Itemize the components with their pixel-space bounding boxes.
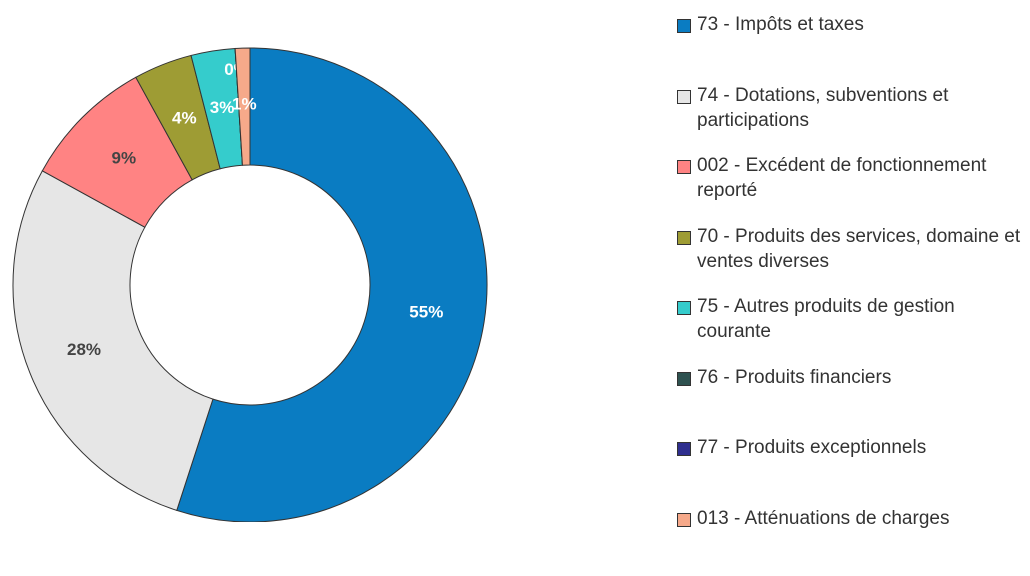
page: {"chart_data": {"type": "donut", "catego… <box>0 0 1030 522</box>
legend-label: 73 - Impôts et taxes <box>697 14 864 35</box>
legend-entry: 73 - Impôts et taxes <box>675 12 1025 83</box>
legend-swatch <box>677 160 691 174</box>
legend-entry: 77 - Produits exceptionnels <box>675 435 1025 506</box>
legend-swatch <box>677 513 691 527</box>
legend-swatch <box>677 442 691 456</box>
data-label: 9% <box>111 148 136 167</box>
legend-entry: 013 - Atténuations de charges <box>675 506 1025 576</box>
legend-entry: 76 - Produits financiers <box>675 365 1025 436</box>
legend-label: 76 - Produits financiers <box>697 367 891 388</box>
slice <box>13 171 213 511</box>
data-label: 1% <box>232 95 257 114</box>
legend-entry: 002 - Excédent de fonctionnement reporté <box>675 153 1025 224</box>
data-label: 4% <box>172 109 197 128</box>
legend-swatch <box>677 19 691 33</box>
legend-label: 002 - Excédent de fonctionnement reporté <box>697 155 986 201</box>
legend-label: 013 - Atténuations de charges <box>697 508 949 529</box>
legend-entry: 75 - Autres produits de gestion courante <box>675 294 1025 365</box>
legend-swatch <box>677 372 691 386</box>
legend-swatch <box>677 301 691 315</box>
legend-label: 77 - Produits exceptionnels <box>697 437 926 458</box>
legend-swatch <box>677 231 691 245</box>
legend-label: 74 - Dotations, subventions et participa… <box>697 85 948 131</box>
legend-label: 70 - Produits des services, domaine et v… <box>697 226 1020 272</box>
legend: 73 - Impôts et taxes 74 - Dotations, subv… <box>675 12 1025 576</box>
data-label: 55% <box>409 302 443 321</box>
legend-label: 75 - Autres produits de gestion courante <box>697 296 955 342</box>
data-label: 28% <box>67 340 101 359</box>
legend-swatch <box>677 90 691 104</box>
legend-entry: 70 - Produits des services, domaine et v… <box>675 224 1025 295</box>
chart: 55%28%9%4%3%0%1% <box>0 0 660 522</box>
legend-entry: 74 - Dotations, subventions et participa… <box>675 83 1025 154</box>
data-label: 3% <box>210 98 235 117</box>
